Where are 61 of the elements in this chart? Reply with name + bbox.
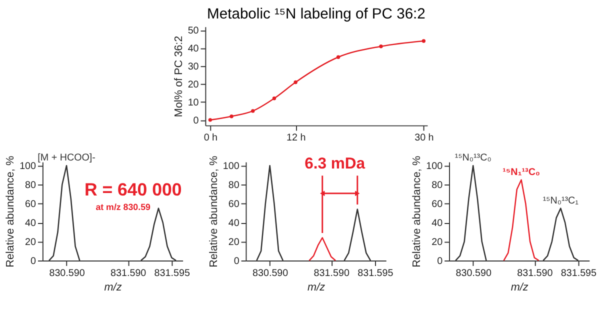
y-tick-label: 60 <box>432 199 444 210</box>
y-tick-label: 0 <box>234 256 240 267</box>
y-tick-label: 80 <box>25 180 37 192</box>
x-axis-title: m/z <box>104 282 122 294</box>
y-tick-label: 20 <box>432 236 444 248</box>
point <box>230 114 234 118</box>
point <box>208 118 212 122</box>
x-tick-label: 830.590 <box>252 268 289 279</box>
y-axis-title: Mol% of PC 36:2 <box>172 36 185 118</box>
point <box>336 55 340 59</box>
y-tick-label: 20 <box>25 236 37 248</box>
y-tick-label: 60 <box>228 199 240 210</box>
y-tick-label: 40 <box>25 218 37 230</box>
annotation: ¹⁵N₁¹³C₀ <box>502 166 540 178</box>
x-tick-label: 830.590 <box>456 268 492 279</box>
y-tick-label: 100 <box>20 161 37 172</box>
y-tick-label: 40 <box>188 44 200 55</box>
x-axis-title: m/z <box>510 282 529 294</box>
y-tick-label: 20 <box>228 236 240 248</box>
y-tick-label: 40 <box>432 218 444 230</box>
y-tick-label: 80 <box>432 180 444 192</box>
point <box>422 39 426 43</box>
y-tick-label: 100 <box>426 161 444 172</box>
y-axis-title: Relative abundance, % <box>208 156 220 268</box>
annotation: at m/z 830.59 <box>96 202 151 212</box>
x-tick-label: 12 h <box>286 132 306 144</box>
chart-title: Metabolic ¹⁵N labeling of PC 36:2 <box>207 6 426 22</box>
annotation: 6.3 mDa <box>304 156 366 173</box>
x-tick-label: 831.590 <box>517 268 554 279</box>
annotation: [M + HCOO]- <box>38 152 96 164</box>
y-axis-title: Relative abundance, % <box>411 156 424 268</box>
y-tick-label: 50 <box>188 26 200 37</box>
x-tick-label: 830.590 <box>49 268 86 279</box>
y-tick-label: 60 <box>25 199 37 210</box>
x-tick-label: 831.595 <box>154 268 190 279</box>
x-tick-label: 30 h <box>414 132 434 144</box>
y-tick-label: 0 <box>437 256 444 267</box>
annotation: ¹⁵N₀¹³C₀ <box>454 152 492 164</box>
point <box>251 109 255 113</box>
y-tick-label: 0 <box>193 115 200 126</box>
x-tick-label: 831.595 <box>358 268 394 279</box>
line-series <box>503 179 540 262</box>
annotation: R = 640 000 <box>84 179 182 200</box>
point <box>272 96 276 100</box>
x-tick-label: 831.595 <box>560 268 598 279</box>
x-axis-title: m/z <box>308 282 326 294</box>
y-axis-title: Relative abundance, % <box>4 156 17 268</box>
y-tick-label: 40 <box>228 218 240 230</box>
y-tick-label: 100 <box>222 161 240 172</box>
annotation: ¹⁵N₀¹³C₁ <box>542 195 580 206</box>
x-tick-label: 831.590 <box>314 268 350 279</box>
y-tick-label: 10 <box>188 97 200 108</box>
point <box>379 44 383 48</box>
line-series <box>308 237 336 262</box>
y-tick-label: 30 <box>188 62 200 73</box>
x-tick-label: 0 h <box>204 132 218 144</box>
y-tick-label: 80 <box>228 180 240 192</box>
point <box>294 80 298 84</box>
y-tick-label: 0 <box>30 256 37 267</box>
x-tick-label: 831.590 <box>110 268 147 279</box>
y-tick-label: 20 <box>188 80 200 90</box>
